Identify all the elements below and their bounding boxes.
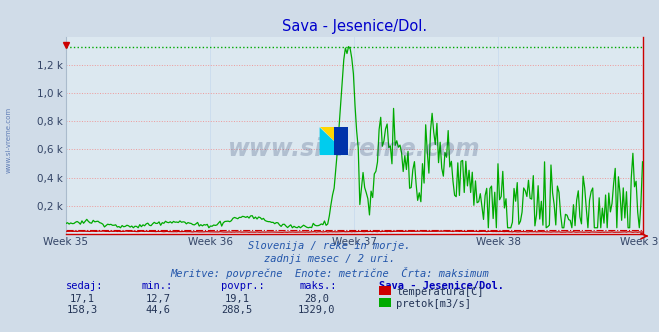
Text: povpr.:: povpr.: <box>221 281 264 290</box>
Text: www.si-vreme.com: www.si-vreme.com <box>5 106 12 173</box>
Text: 44,6: 44,6 <box>146 305 171 315</box>
Text: Slovenija / reke in morje.: Slovenija / reke in morje. <box>248 241 411 251</box>
Text: 28,0: 28,0 <box>304 294 329 304</box>
Text: 288,5: 288,5 <box>221 305 253 315</box>
Text: maks.:: maks.: <box>300 281 337 290</box>
Text: sedaj:: sedaj: <box>66 281 103 290</box>
Text: 19,1: 19,1 <box>225 294 250 304</box>
Text: Sava - Jesenice/Dol.: Sava - Jesenice/Dol. <box>379 281 504 290</box>
Title: Sava - Jesenice/Dol.: Sava - Jesenice/Dol. <box>281 19 427 34</box>
Text: 1329,0: 1329,0 <box>298 305 335 315</box>
Polygon shape <box>320 127 349 155</box>
Text: 17,1: 17,1 <box>70 294 95 304</box>
Text: www.si-vreme.com: www.si-vreme.com <box>228 137 480 161</box>
Text: 12,7: 12,7 <box>146 294 171 304</box>
Text: min.:: min.: <box>142 281 173 290</box>
Polygon shape <box>320 127 349 155</box>
Text: pretok[m3/s]: pretok[m3/s] <box>396 299 471 309</box>
Bar <box>334 127 349 155</box>
Text: 158,3: 158,3 <box>67 305 98 315</box>
Text: temperatura[C]: temperatura[C] <box>396 287 484 297</box>
Text: zadnji mesec / 2 uri.: zadnji mesec / 2 uri. <box>264 254 395 264</box>
Text: Meritve: povprečne  Enote: metrične  Črta: maksimum: Meritve: povprečne Enote: metrične Črta:… <box>170 267 489 279</box>
